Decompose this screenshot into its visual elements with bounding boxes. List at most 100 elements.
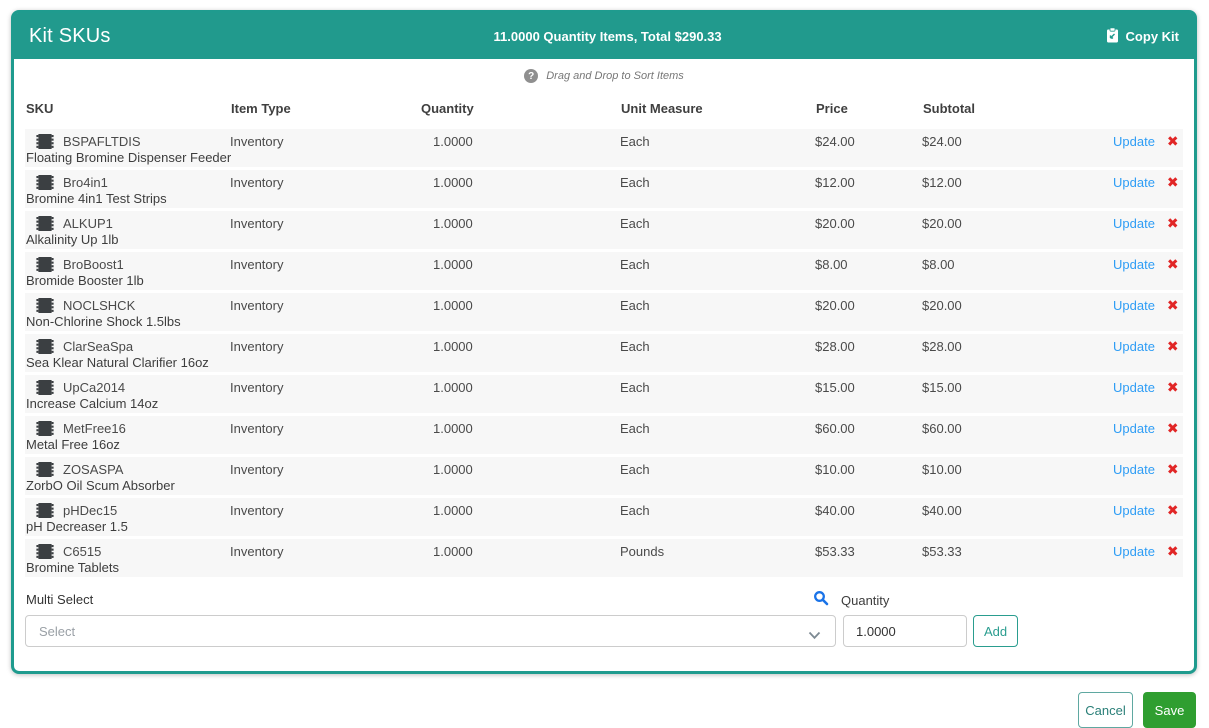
update-link[interactable]: Update — [1113, 256, 1155, 272]
table-row[interactable]: BSPAFLTDIS Inventory 1.0000 Each $24.00 … — [25, 129, 1183, 167]
item-type-value: Inventory — [230, 338, 284, 354]
delete-icon[interactable]: ✖ — [1166, 338, 1179, 354]
delete-icon[interactable]: ✖ — [1166, 379, 1179, 395]
kit-summary: 11.0000 Quantity Items, Total $290.33 — [493, 28, 722, 44]
drag-handle-icon[interactable] — [36, 379, 54, 395]
column-header-unit-measure: Unit Measure — [621, 100, 703, 116]
sku-description: Bromine Tablets — [26, 560, 119, 575]
add-sku-controls: Select Add — [25, 615, 1183, 647]
sku-description: Metal Free 16oz — [26, 437, 120, 452]
update-link[interactable]: Update — [1113, 543, 1155, 559]
quantity-value: 1.0000 — [433, 379, 473, 395]
delete-icon[interactable]: ✖ — [1166, 215, 1179, 231]
quantity-value: 1.0000 — [433, 256, 473, 272]
save-button[interactable]: Save — [1143, 692, 1196, 728]
delete-icon[interactable]: ✖ — [1166, 502, 1179, 518]
quantity-input[interactable] — [843, 615, 967, 647]
table-row[interactable]: C6515 Inventory 1.0000 Pounds $53.33 $53… — [25, 539, 1183, 577]
delete-icon[interactable]: ✖ — [1166, 543, 1179, 559]
update-link[interactable]: Update — [1113, 133, 1155, 149]
cancel-button[interactable]: Cancel — [1078, 692, 1133, 728]
update-link[interactable]: Update — [1113, 379, 1155, 395]
drag-handle-icon[interactable] — [36, 543, 54, 559]
help-icon: ? — [524, 69, 539, 83]
subtotal-value: $40.00 — [922, 502, 962, 518]
drag-handle-icon[interactable] — [36, 256, 54, 272]
drag-handle-icon[interactable] — [36, 174, 54, 190]
sku-code: BSPAFLTDIS — [63, 133, 141, 149]
subtotal-value: $15.00 — [922, 379, 962, 395]
sku-code: BroBoost1 — [63, 256, 124, 272]
sku-description: pH Decreaser 1.5 — [26, 519, 128, 534]
table-row[interactable]: BroBoost1 Inventory 1.0000 Each $8.00 $8… — [25, 252, 1183, 290]
delete-icon[interactable]: ✖ — [1166, 256, 1179, 272]
drag-handle-icon[interactable] — [36, 420, 54, 436]
sort-hint: ? Drag and Drop to Sort Items — [25, 66, 1183, 86]
quantity-value: 1.0000 — [433, 297, 473, 313]
delete-icon[interactable]: ✖ — [1166, 297, 1179, 313]
subtotal-value: $53.33 — [922, 543, 962, 559]
subtotal-value: $20.00 — [922, 297, 962, 313]
column-header-price: Price — [816, 100, 848, 116]
sku-description: ZorbO Oil Scum Absorber — [26, 478, 175, 493]
table-row[interactable]: UpCa2014 Inventory 1.0000 Each $15.00 $1… — [25, 375, 1183, 413]
unit-measure-value: Each — [620, 379, 650, 395]
column-header-sku: SKU — [26, 100, 54, 116]
drag-handle-icon[interactable] — [36, 297, 54, 313]
item-type-value: Inventory — [230, 502, 284, 518]
drag-handle-icon[interactable] — [36, 461, 54, 477]
sku-code: ZOSASPA — [63, 461, 124, 477]
table-row[interactable]: Bro4in1 Inventory 1.0000 Each $12.00 $12… — [25, 170, 1183, 208]
drag-handle-icon[interactable] — [36, 338, 54, 354]
unit-measure-value: Each — [620, 461, 650, 477]
table-row[interactable]: MetFree16 Inventory 1.0000 Each $60.00 $… — [25, 416, 1183, 454]
copy-kit-button[interactable]: Copy Kit — [1105, 26, 1179, 46]
quantity-value: 1.0000 — [433, 502, 473, 518]
delete-icon[interactable]: ✖ — [1166, 461, 1179, 477]
delete-icon[interactable]: ✖ — [1166, 420, 1179, 436]
item-type-value: Inventory — [230, 256, 284, 272]
update-link[interactable]: Update — [1113, 215, 1155, 231]
table-row[interactable]: ZOSASPA Inventory 1.0000 Each $10.00 $10… — [25, 457, 1183, 495]
price-value: $20.00 — [815, 215, 855, 231]
subtotal-value: $24.00 — [922, 133, 962, 149]
unit-measure-value: Each — [620, 256, 650, 272]
price-value: $60.00 — [815, 420, 855, 436]
drag-handle-icon[interactable] — [36, 215, 54, 231]
dialog-footer: Cancel Save — [1078, 692, 1196, 728]
update-link[interactable]: Update — [1113, 502, 1155, 518]
item-type-value: Inventory — [230, 420, 284, 436]
delete-icon[interactable]: ✖ — [1166, 133, 1179, 149]
price-value: $10.00 — [815, 461, 855, 477]
update-link[interactable]: Update — [1113, 420, 1155, 436]
item-type-value: Inventory — [230, 543, 284, 559]
table-row[interactable]: NOCLSHCK Inventory 1.0000 Each $20.00 $2… — [25, 293, 1183, 331]
update-link[interactable]: Update — [1113, 338, 1155, 354]
search-icon[interactable] — [813, 590, 829, 609]
quantity-value: 1.0000 — [433, 543, 473, 559]
subtotal-value: $10.00 — [922, 461, 962, 477]
delete-icon[interactable]: ✖ — [1166, 174, 1179, 190]
unit-measure-value: Each — [620, 174, 650, 190]
chevron-down-icon — [808, 628, 821, 643]
table-row[interactable]: pHDec15 Inventory 1.0000 Each $40.00 $40… — [25, 498, 1183, 536]
quantity-value: 1.0000 — [433, 174, 473, 190]
multi-select-dropdown[interactable]: Select — [25, 615, 836, 647]
update-link[interactable]: Update — [1113, 174, 1155, 190]
quantity-value: 1.0000 — [433, 461, 473, 477]
sku-description: Non-Chlorine Shock 1.5lbs — [26, 314, 181, 329]
add-button[interactable]: Add — [973, 615, 1019, 647]
table-row[interactable]: ALKUP1 Inventory 1.0000 Each $20.00 $20.… — [25, 211, 1183, 249]
drag-handle-icon[interactable] — [36, 502, 54, 518]
sku-code: UpCa2014 — [63, 379, 126, 395]
price-value: $20.00 — [815, 297, 855, 313]
drag-handle-icon[interactable] — [36, 133, 54, 149]
table-row[interactable]: ClarSeaSpa Inventory 1.0000 Each $28.00 … — [25, 334, 1183, 372]
column-header-quantity: Quantity — [421, 100, 474, 116]
item-type-value: Inventory — [230, 133, 284, 149]
unit-measure-value: Each — [620, 297, 650, 313]
update-link[interactable]: Update — [1113, 461, 1155, 477]
unit-measure-value: Each — [620, 133, 650, 149]
update-link[interactable]: Update — [1113, 297, 1155, 313]
sku-code: ClarSeaSpa — [63, 338, 134, 354]
